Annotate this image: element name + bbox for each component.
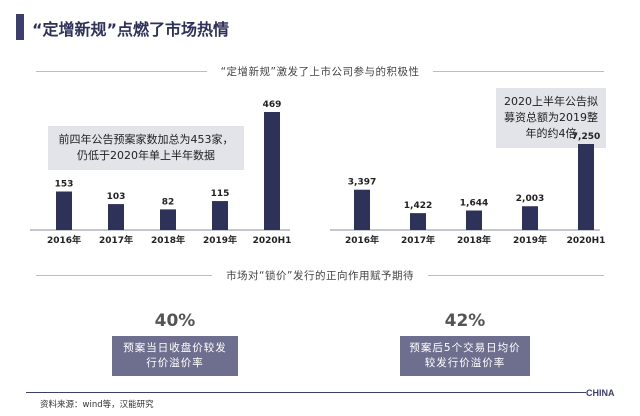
data-label: 2,003 <box>516 194 544 204</box>
data-label: 82 <box>162 197 175 207</box>
stat-value-close-premium: 40% <box>154 311 196 331</box>
note-left: 前四年公告预案家数加总为453家，仍低于2020年单上半年数据 <box>48 126 244 170</box>
bar <box>466 210 482 230</box>
title-accent-bar <box>16 14 24 40</box>
header-line-left <box>36 71 207 72</box>
tick-label: 2018年 <box>457 234 491 246</box>
bar <box>578 144 594 230</box>
bar <box>108 204 124 230</box>
data-label: 103 <box>107 192 126 202</box>
brand-logo: CHINA <box>586 388 615 398</box>
footer-divider <box>26 392 586 393</box>
data-label: 115 <box>211 189 230 199</box>
data-label: 1,644 <box>460 198 488 208</box>
source-note: 资料来源：wind等，汉能研究 <box>40 400 154 410</box>
tick-label: 2017年 <box>401 234 435 246</box>
tick-label: 2016年 <box>47 234 81 246</box>
page-title: “定增新规”点燃了市场热情 <box>32 20 230 39</box>
tick-label: 2018年 <box>151 234 185 246</box>
stat-label-close-premium: 预案当日收盘价较发行价溢价率 <box>112 336 238 376</box>
note-right: 2020上半年公告拟募资总额为2019整年的约4倍 <box>496 88 606 148</box>
header-line-right <box>433 71 605 72</box>
section-header-text: “定增新规”激发了上市公司参与的积极性 <box>220 66 420 78</box>
bar <box>522 206 538 230</box>
chart-fundraising-amount: 3,397 2016年 1,422 2017年 1,644 2018年 2,003 2019年… <box>330 132 606 246</box>
stat-value-5day-premium: 42% <box>444 311 486 331</box>
data-label: 3,397 <box>348 178 376 188</box>
data-label: 153 <box>55 180 74 190</box>
tick-label: 2019年 <box>513 234 547 246</box>
tick-label: 2020H1 <box>253 236 292 246</box>
tick-label: 2020H1 <box>567 236 606 246</box>
header-line-left <box>36 275 213 276</box>
bar <box>354 189 370 230</box>
bar <box>56 191 72 230</box>
stat-label-5day-premium: 预案后5个交易日均价较发行价溢价率 <box>400 336 530 376</box>
section-header-participation: “定增新规”激发了上市公司参与的积极性 <box>36 64 605 79</box>
bar <box>410 213 426 230</box>
bar <box>212 201 228 230</box>
chart-preplan-count: 153 2016年 103 2017年 82 2018年 115 2019年 469 2020H1 <box>30 100 292 246</box>
data-label: 469 <box>263 100 282 110</box>
header-line-right <box>427 275 605 276</box>
tick-label: 2017年 <box>99 234 133 246</box>
data-label: 1,422 <box>404 201 432 211</box>
bar <box>264 112 280 230</box>
tick-label: 2019年 <box>203 234 237 246</box>
tick-label: 2016年 <box>345 234 379 246</box>
bar <box>160 209 176 230</box>
data-label: 7,250 <box>572 132 600 142</box>
section-header-expectation: 市场对“锁价”发行的正向作用赋予期待 <box>36 268 605 283</box>
section-header-text: 市场对“锁价”发行的正向作用赋予期待 <box>226 270 414 282</box>
